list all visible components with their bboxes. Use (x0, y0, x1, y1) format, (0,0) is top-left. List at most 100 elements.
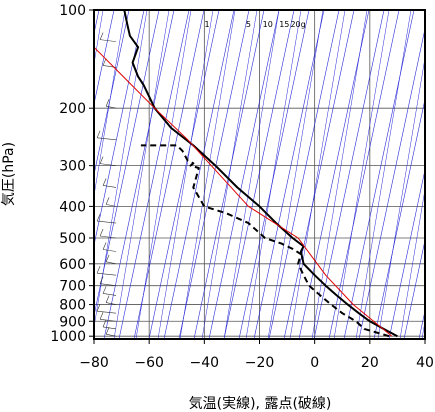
isotherm-line (343, 10, 415, 339)
mixing-ratio-line (355, 10, 412, 339)
x-tick-label--20: −20 (245, 355, 275, 371)
y-tick-label-400: 400 (59, 199, 86, 215)
isotherm-line (208, 10, 280, 339)
wind-barb-flag (96, 213, 101, 222)
wind-barb-flag (97, 1, 100, 8)
wind-barb (106, 302, 117, 305)
mixing-ratio-line (333, 10, 390, 339)
y-tick-label-500: 500 (59, 231, 86, 247)
isotherm-line (118, 10, 190, 339)
wind-barb-flag (96, 266, 101, 274)
wind-barb-flag (99, 228, 104, 237)
wind-barbs (96, 1, 117, 337)
isotherm-line (94, 10, 145, 247)
isotherm-line (163, 10, 235, 339)
x-axis-title: 気温(実線), 露点(破線) (189, 396, 332, 412)
series-line-2 (140, 144, 390, 338)
mixing-ratio-line (267, 10, 324, 339)
wind-barb (103, 293, 117, 296)
isotherm-line (103, 10, 175, 339)
y-tick-label-200: 200 (59, 101, 86, 117)
wind-barb (97, 220, 117, 224)
x-tick-label-0: 0 (310, 355, 319, 371)
mixing-ratio-line (94, 10, 126, 197)
wind-barb (100, 163, 117, 166)
x-tick-label--60: −60 (134, 355, 164, 371)
wind-barb (103, 249, 117, 252)
isotherm-line (193, 10, 265, 339)
mixing-ratio-label: 1 (205, 20, 210, 29)
mixing-ratio-line (135, 10, 192, 339)
profile-series (94, 10, 398, 338)
wind-barb-flag (99, 276, 104, 284)
wind-barb-flag (105, 197, 110, 205)
mixing-ratio-line (377, 56, 425, 339)
mixing-ratio-line (245, 10, 302, 339)
isotherm-line (298, 10, 370, 339)
wind-barb (103, 185, 117, 188)
isotherm-line (94, 10, 160, 317)
wind-barb (100, 283, 117, 286)
wind-barb-flag (105, 327, 110, 335)
wind-barb-flag (102, 178, 107, 186)
isotherm-line (358, 27, 425, 339)
isotherm-line (253, 10, 325, 339)
mixing-ratio-line (399, 187, 425, 339)
wind-barb-flag (96, 304, 101, 312)
wind-barb (106, 105, 117, 109)
y-tick-label-1000: 1000 (50, 329, 86, 345)
wind-barb-flag (102, 319, 107, 328)
wind-barb (103, 326, 117, 330)
y-tick-label-700: 700 (59, 279, 86, 295)
y-tick-label-900: 900 (59, 314, 86, 330)
isotherm-line (178, 10, 250, 339)
isotherm-line (238, 10, 310, 339)
wind-barb-flag (96, 130, 101, 138)
y-axis-title: 気圧(hPa) (1, 142, 17, 206)
x-tick-label--40: −40 (190, 355, 220, 371)
wind-barb (97, 310, 117, 314)
mixing-ratio-labels: 1 5 10 15 20g (205, 20, 306, 29)
wind-barb (97, 272, 117, 276)
y-tick-label-100: 100 (59, 3, 86, 19)
mixing-ratio-line (201, 10, 258, 339)
wind-barb-flag (102, 58, 107, 66)
mixing-ratio-line (179, 10, 236, 339)
mixing-ratio-line (157, 10, 214, 339)
isotherm-line (328, 10, 400, 339)
isotherm-line (94, 10, 130, 176)
wind-barb-flag (99, 312, 104, 320)
isotherm-line (223, 10, 295, 339)
isotherm-line (148, 10, 220, 339)
mixing-ratio-line (311, 10, 368, 339)
wind-barb-flag (105, 99, 110, 107)
mixing-ratio-line (289, 10, 346, 339)
wind-barb (106, 333, 117, 337)
mixing-ratio-line (113, 10, 170, 339)
mixing-ratio-line (223, 10, 280, 339)
wind-barb-flag (102, 242, 107, 250)
mixing-ratio-line (94, 10, 148, 329)
isotherm-line (403, 238, 425, 339)
y-tick-label-600: 600 (59, 257, 86, 273)
wind-barb (97, 137, 117, 141)
isotherm-line (94, 10, 115, 106)
mixing-ratio-label: 15 (279, 20, 289, 29)
wind-barb (100, 318, 117, 322)
y-tick-label-800: 800 (59, 298, 86, 314)
wind-barb (106, 261, 117, 265)
mixing-ratio-label: 10 (263, 20, 273, 29)
wind-barb-flag (99, 32, 104, 40)
mixing-ratio-label: 20g (290, 20, 305, 29)
wind-barb-flag (105, 254, 110, 262)
isotherm-line (313, 10, 385, 339)
x-tick-label-20: 20 (361, 355, 379, 371)
wind-barb-flag (99, 156, 104, 164)
series-line-1 (123, 10, 398, 338)
isotherm-line (373, 97, 425, 339)
x-tick-label--80: −80 (79, 355, 109, 371)
isotherm-line (268, 10, 340, 339)
isotherm-line (283, 10, 355, 339)
